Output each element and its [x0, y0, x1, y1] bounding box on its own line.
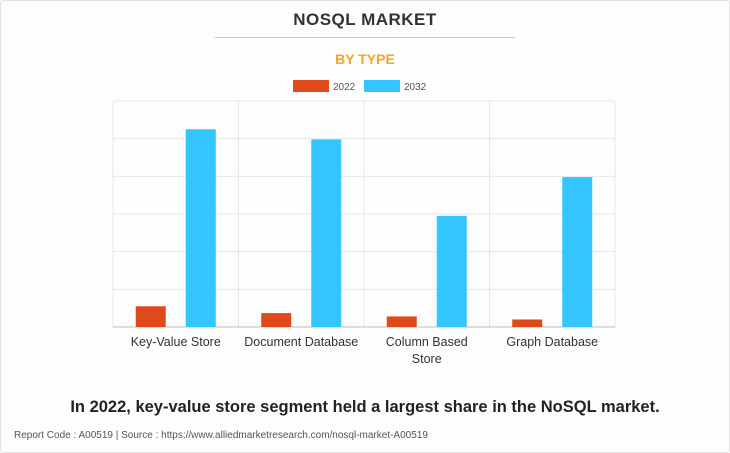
- x-tick-label-3-line-2: Store: [412, 352, 442, 366]
- legend-label-2032: 2032: [404, 82, 427, 93]
- x-tick-label-3-line-1: Column Based: [386, 335, 468, 349]
- bar-2032-1: [185, 129, 216, 327]
- chart-title: NOSQL MARKET: [293, 10, 437, 29]
- title-divider: [215, 37, 515, 38]
- legend-swatch-2032: [364, 80, 400, 92]
- bar-2022-4: [512, 319, 543, 327]
- chart-subtitle: BY TYPE: [335, 51, 395, 67]
- x-tick-label-2: Document Database: [244, 335, 358, 349]
- bar-2032-4: [562, 177, 593, 327]
- bar-2022-3: [386, 316, 417, 327]
- bar-2032-3: [436, 215, 467, 327]
- report-footer: Report Code : A00519 | Source : https://…: [14, 430, 428, 441]
- bar-2032-2: [311, 139, 342, 327]
- bar-2022-2: [261, 313, 292, 327]
- x-tick-label-4: Graph Database: [506, 335, 598, 349]
- bar-2022-1: [135, 306, 166, 327]
- x-tick-label-1: Key-Value Store: [131, 335, 221, 349]
- legend-swatch-2022: [293, 80, 329, 92]
- chart-caption: In 2022, key-value store segment held a …: [70, 398, 660, 416]
- legend-label-2022: 2022: [333, 82, 356, 93]
